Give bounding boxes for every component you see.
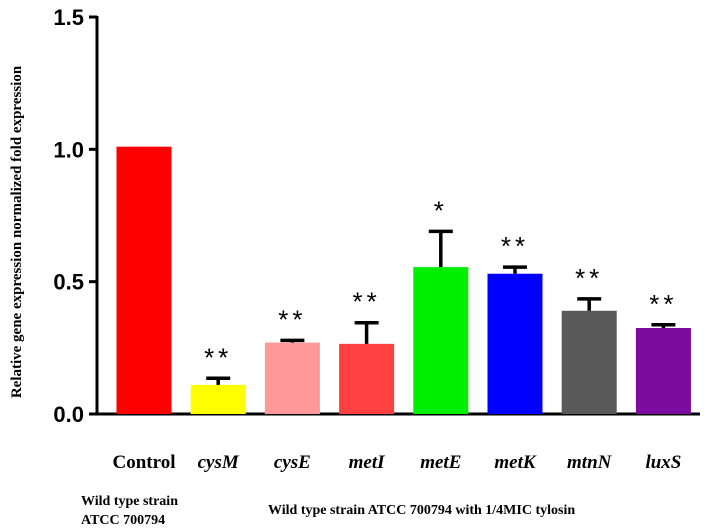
y-axis-label: Relative gene expression normalized fold…	[9, 65, 25, 398]
category-label-metK: metK	[494, 452, 536, 473]
y-tick-label: 1.5	[53, 5, 84, 30]
bar-Control	[116, 146, 172, 415]
significance-mtnN: **	[575, 263, 603, 293]
control-group-label-line2: ATCC 700794	[81, 513, 165, 528]
y-tick-label: 0.0	[53, 402, 84, 427]
category-label-cysM: cysM	[198, 452, 240, 473]
category-label-cysE: cysE	[274, 452, 311, 473]
error-bars-layer	[206, 229, 676, 385]
significance-layer: *************	[204, 195, 677, 372]
y-tick-label: 1.0	[53, 137, 84, 162]
category-label-metE: metE	[420, 452, 461, 473]
bars-layer	[116, 146, 691, 415]
significance-cysE: **	[278, 304, 306, 334]
bar-cysE	[264, 342, 320, 414]
significance-metK: **	[501, 231, 529, 261]
significance-metI: **	[352, 287, 380, 317]
bar-mtnN	[561, 310, 617, 414]
category-label-luxS: luxS	[645, 452, 681, 473]
bar-luxS	[635, 327, 691, 414]
treatment-group-label: Wild type strain ATCC 700794 with 1/4MIC…	[268, 503, 575, 518]
category-labels: Control cysM cysE metI metE metK mtnN luxS	[113, 452, 682, 473]
category-label-Control: Control	[113, 452, 176, 473]
significance-luxS: **	[649, 289, 677, 319]
category-label-metI: metI	[349, 452, 385, 473]
significance-cysM: **	[204, 342, 232, 372]
y-axis: 0.0 0.5 1.0 1.5	[53, 5, 700, 427]
category-label-mtnN: mtnN	[567, 452, 613, 473]
bar-metI	[339, 343, 395, 414]
significance-metE: *	[434, 195, 448, 225]
bar-metK	[487, 273, 543, 414]
bar-cysM	[190, 384, 246, 414]
control-group-label-line1: Wild type strain	[81, 494, 178, 509]
bar-metE	[413, 267, 469, 414]
y-tick-label: 0.5	[53, 270, 84, 295]
